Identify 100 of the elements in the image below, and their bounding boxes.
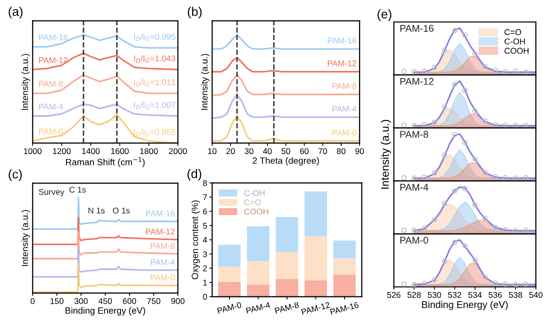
x-axis-title: Raman Shift (cm$^{−1}$) <box>66 157 145 168</box>
bar <box>246 261 270 285</box>
x-axis-title: Binding Energy (eV) <box>422 300 508 310</box>
bar <box>276 278 298 297</box>
x-tick-label: 600 <box>122 298 136 304</box>
chart-title: (b) <box>188 6 202 18</box>
x-tick-label: 150 <box>50 298 64 304</box>
series-label: PAM-0 <box>150 274 175 280</box>
x-tick-label: 750 <box>147 298 160 304</box>
bar <box>246 284 270 297</box>
x-tick-label: 60 <box>300 148 309 154</box>
series-label: PAM-4 <box>39 104 64 110</box>
x-tick-label: 10 <box>208 148 216 154</box>
legend-label: C=O <box>244 199 261 206</box>
y-tick-label: 3 <box>202 251 207 258</box>
x-tick-label: PAM-4 <box>246 302 271 314</box>
x-tick-label: 530 <box>428 292 442 298</box>
bar <box>304 280 327 297</box>
x-tick-label: 1400 <box>82 148 100 154</box>
x-tick-label: 90 <box>355 148 364 154</box>
series-label: PAM-0 <box>39 128 63 134</box>
x-tick-label: 1800 <box>140 148 158 154</box>
x-tick-label: PAM-0 <box>217 302 242 314</box>
annotation: N 1s <box>88 208 105 214</box>
legend-label: COOH <box>244 208 268 215</box>
x-tick-label: 30 <box>244 148 254 154</box>
series-label: PAM-8 <box>39 80 63 87</box>
chart-title: (c) <box>8 169 22 182</box>
series-label: PAM-4 <box>150 259 175 266</box>
series-label: PAM-12 <box>39 57 68 63</box>
y-axis-title: Intensity (a.u.) <box>200 54 210 110</box>
x-tick-label: 450 <box>98 298 112 304</box>
bar <box>333 274 356 297</box>
bar <box>333 240 356 258</box>
y-tick-label: 4 <box>202 237 208 243</box>
annotation: I$_{D}$/I$_{G}$=0.995 <box>134 34 176 42</box>
bar <box>276 217 298 252</box>
chart-title: (a) <box>8 6 22 18</box>
chart-title: (e) <box>378 9 392 21</box>
annotation: O 1s <box>112 208 130 214</box>
x-tick-label: PAM-12 <box>301 302 330 315</box>
legend-label: C=O <box>504 29 522 36</box>
y-tick-label: 7 <box>203 194 207 200</box>
x-axis-title: Binding Energy (eV) <box>66 307 146 316</box>
x-tick-label: PAM-16 <box>330 302 359 315</box>
series-label: PAM-12 <box>146 228 175 235</box>
text: Survey <box>38 188 64 196</box>
y-tick-label: 2 <box>203 265 207 272</box>
annotation: I$_{D}$/I$_{G}$=0.955 <box>134 128 176 136</box>
bar <box>246 226 270 262</box>
x-tick-label: 20 <box>226 148 235 154</box>
series-label: PAM-0 <box>332 130 356 136</box>
x-tick-label: 538 <box>508 292 522 298</box>
y-tick-label: 8 <box>203 180 207 186</box>
series-label: PAM-12 <box>328 60 356 66</box>
series-label: PAM-16 <box>328 38 356 44</box>
x-tick-label: PAM-8 <box>274 302 300 314</box>
x-tick-label: 1200 <box>53 148 71 154</box>
bar <box>304 191 327 236</box>
legend-label: C-OH <box>504 38 525 44</box>
chart-title: (d) <box>188 168 202 181</box>
legend-label: C-OH <box>244 190 264 196</box>
x-tick-label: 300 <box>74 298 88 304</box>
bar <box>333 258 356 275</box>
y-axis-title: Intensity (a.u.) <box>380 120 392 189</box>
y-tick-label: 6 <box>203 208 207 214</box>
annotation: PAM-0 <box>400 236 428 244</box>
x-tick-label: 70 <box>318 148 328 154</box>
x-tick-label: 2000 <box>169 148 187 154</box>
bar <box>304 236 327 280</box>
x-tick-label: 40 <box>263 148 272 154</box>
y-axis-title: Intensity (a.u.) <box>21 54 30 110</box>
annotation: PAM-12 <box>400 78 434 85</box>
annotation: I$_{D}$/I$_{G}$=1.007 <box>134 102 176 110</box>
y-tick-label: 1 <box>203 280 207 286</box>
y-tick-label: 5 <box>203 222 207 229</box>
x-tick-label: 532 <box>448 292 462 298</box>
annotation: I$_{D}$/I$_{G}$=1.011 <box>134 79 176 87</box>
annotation: PAM-8 <box>400 130 428 138</box>
annotation: I$_{D}$/I$_{G}$=1.043 <box>134 55 176 63</box>
annotation: PAM-16 <box>400 24 434 32</box>
series-label: PAM-8 <box>332 83 356 89</box>
x-tick-label: 540 <box>529 292 542 298</box>
x-tick-label: 1600 <box>111 148 129 154</box>
series-label: PAM-16 <box>39 34 68 40</box>
bar <box>218 244 241 267</box>
annotation: PAM-4 <box>400 184 428 191</box>
text: C 1s <box>69 186 86 193</box>
x-tick-label: 80 <box>336 148 346 154</box>
y-axis-title: Oxygen content (%) <box>191 200 200 280</box>
series-label: PAM-4 <box>332 106 356 112</box>
series-label: PAM-8 <box>150 243 175 249</box>
x-tick-label: 50 <box>282 148 290 154</box>
x-tick-label: 528 <box>408 292 421 298</box>
bar <box>218 282 241 297</box>
x-tick-label: 0 <box>30 298 35 304</box>
x-axis-title: 2 Theta (degree) <box>252 157 319 166</box>
x-tick-label: 900 <box>171 298 185 304</box>
y-axis-title: Intensity (a.u.) <box>21 210 30 266</box>
bar <box>218 266 241 282</box>
